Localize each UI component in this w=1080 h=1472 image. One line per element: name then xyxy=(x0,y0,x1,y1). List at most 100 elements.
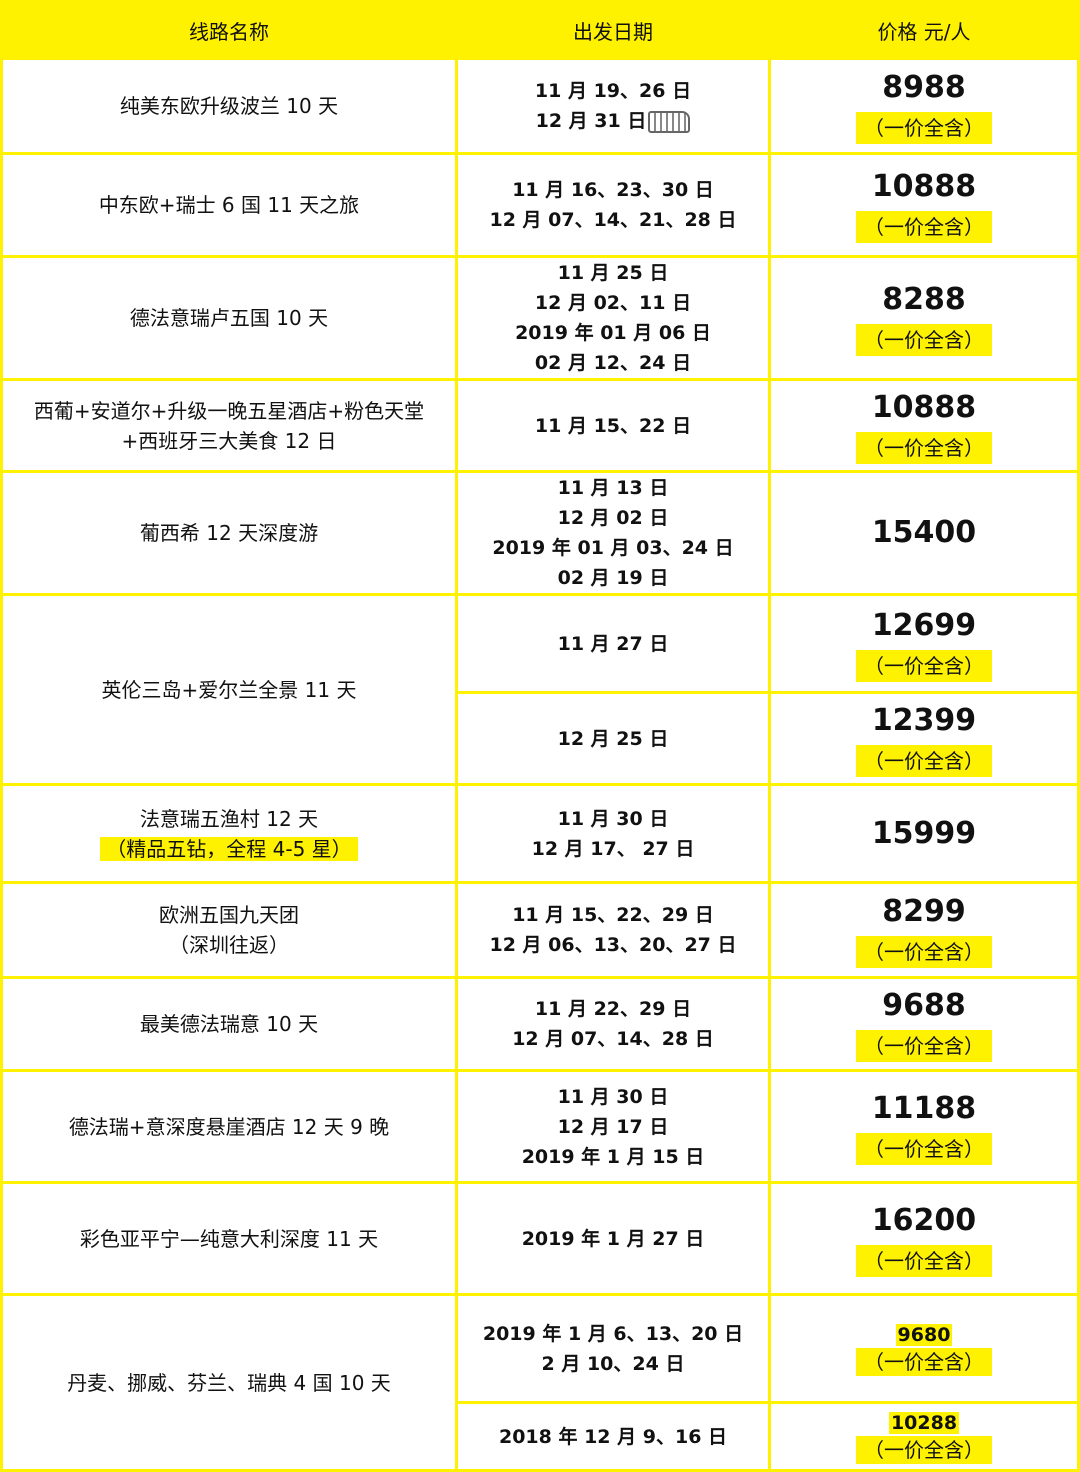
departure-date-text: 12 月 31 日 xyxy=(535,110,647,132)
price-value: 10288 xyxy=(771,1410,1077,1436)
route-name-line: 德法瑞+意深度悬崖酒店 12 天 9 晚 xyxy=(68,1114,390,1139)
departure-date-line: 2019 年 01 月 03、24 日 xyxy=(492,537,734,559)
table-row: 丹麦、挪威、芬兰、瑞典 4 国 10 天 2019 年 1 月 6、13、20 日… xyxy=(0,1293,1080,1472)
route-name-line: 西葡+安道尔+升级一晚五星酒店+粉色天堂 xyxy=(33,398,425,423)
departure-date-line: 12 月 17、 27 日 xyxy=(531,837,695,860)
departure-date-line: 11 月 27 日 xyxy=(557,632,669,655)
table-row: 欧洲五国九天团 （深圳往返） 11 月 15、22、29 日 12 月 06、13、2… xyxy=(0,881,1080,979)
route-name-cell: 彩色亚平宁—纯意大利深度 11 天 xyxy=(0,1181,458,1296)
price-note-wrap: （一价全含） xyxy=(771,108,1077,144)
departure-date-line: 11 月 22、29 日 xyxy=(534,998,692,1020)
header-price: 价格 元/人 xyxy=(768,0,1080,60)
table-row: 法意瑞五渔村 12 天 （精品五钻，全程 4-5 星） 11 月 30 日 12 月 … xyxy=(0,783,1080,884)
route-name-line: 丹麦、挪威、芬兰、瑞典 4 国 10 天 xyxy=(67,1370,391,1395)
table-row: 德法意瑞卢五国 10 天 11 月 25 日 12 月 02、11 日 2019 年 … xyxy=(0,255,1080,381)
table-row: 纯美东欧升级波兰 10 天 11 月 19、26 日 12 月 31 日 8988 （一… xyxy=(0,57,1080,155)
price-cell: 15999 xyxy=(768,783,1080,884)
departure-dates-cell: 12 月 25 日 xyxy=(455,691,771,786)
route-name-line: 纯美东欧升级波兰 10 天 xyxy=(119,94,339,118)
table-row: 彩色亚平宁—纯意大利深度 11 天 2019 年 1 月 27 日 16200 （一价… xyxy=(0,1181,1080,1296)
price-cell: 12399 （一价全含） xyxy=(768,691,1080,786)
departure-date-line: 2 月 10、24 日 xyxy=(541,1352,685,1375)
departure-dates-cell: 11 月 30 日 12 月 17、 27 日 xyxy=(455,783,771,884)
departure-dates-cell: 11 月 27 日 xyxy=(455,593,771,694)
price-value: 8288 xyxy=(882,282,966,317)
price-note-wrap: （一价全含） xyxy=(771,1026,1077,1062)
price-cell: 9680 （一价全含） xyxy=(768,1293,1080,1404)
bus-icon xyxy=(648,110,691,133)
departure-dates-cell: 11 月 16、23、30 日 12 月 07、14、21、28 日 xyxy=(455,152,771,258)
departure-date-line: 11 月 16、23、30 日 xyxy=(512,179,714,201)
table-row: 最美德法瑞意 10 天 11 月 22、29 日 12 月 07、14、28 日 96… xyxy=(0,976,1080,1072)
departure-date-line: 02 月 19 日 xyxy=(557,567,669,589)
departure-date-line: 2019 年 1 月 6、13、20 日 xyxy=(482,1322,744,1345)
price-cell: 15400 xyxy=(768,470,1080,596)
departure-date-line: 11 月 19、26 日 xyxy=(534,80,692,102)
departure-date-line: 12 月 02 日 xyxy=(557,507,669,529)
price-note-wrap: （一价全含） xyxy=(771,207,1077,243)
departure-date-line: 12 月 07、14、28 日 xyxy=(512,1028,714,1050)
price-value: 11188 xyxy=(871,1090,977,1126)
price-note-wrap: （一价全含） xyxy=(771,1241,1077,1277)
price-note-wrap: （一价全含） xyxy=(771,1435,1077,1464)
price-value: 10888 xyxy=(871,169,977,204)
route-name-line: 法意瑞五渔村 12 天 xyxy=(139,806,319,831)
header-route: 线路名称 xyxy=(0,0,458,60)
price-note-wrap: （一价全含） xyxy=(771,1347,1077,1376)
route-name-cell: 中东欧+瑞士 6 国 11 天之旅 xyxy=(0,152,458,258)
all-inclusive-badge: （一价全含） xyxy=(856,431,992,464)
departure-dates-cell: 11 月 15、22 日 xyxy=(455,378,771,473)
departure-date-line: 11 月 13 日 xyxy=(557,477,669,499)
price-cell: 8988 （一价全含） xyxy=(768,57,1080,155)
route-name-cell: 法意瑞五渔村 12 天 （精品五钻，全程 4-5 星） xyxy=(0,783,458,884)
departure-dates-cell: 2019 年 1 月 27 日 xyxy=(455,1181,771,1296)
departure-date-line: 11 月 15、22 日 xyxy=(534,414,692,437)
departure-date-line: 11 月 30 日 xyxy=(557,807,669,830)
departure-dates-cell: 11 月 30 日 12 月 17 日 2019 年 1 月 15 日 xyxy=(455,1069,771,1184)
route-name-highlight-line: （精品五钻，全程 4-5 星） xyxy=(3,834,455,864)
departure-dates-cell: 11 月 25 日 12 月 02、11 日 2019 年 01 月 06 日 02 … xyxy=(455,255,771,381)
route-name-line: 德法意瑞卢五国 10 天 xyxy=(129,306,329,330)
departure-date-line: 11 月 25 日 xyxy=(557,262,669,284)
price-note-wrap: （一价全含） xyxy=(771,320,1077,356)
price-cell: 10888 （一价全含） xyxy=(768,152,1080,258)
price-value: 10888 xyxy=(871,389,977,425)
price-cell: 10288 （一价全含） xyxy=(768,1401,1080,1472)
price-value: 15999 xyxy=(871,815,977,851)
price-cell: 8299 （一价全含） xyxy=(768,881,1080,979)
departure-date-line: 2019 年 01 月 06 日 xyxy=(515,322,711,344)
route-name-line: +西班牙三大美食 12 日 xyxy=(121,428,337,453)
route-name-line: 彩色亚平宁—纯意大利深度 11 天 xyxy=(79,1226,379,1251)
table-row: 英伦三岛+爱尔兰全景 11 天 11 月 27 日 12699 （一价全含） xyxy=(0,593,1080,786)
price-value: 8988 xyxy=(882,70,966,105)
departure-dates-cell: 2018 年 12 月 9、16 日 xyxy=(455,1401,771,1472)
price-value: 9680 xyxy=(771,1322,1077,1348)
price-cell: 16200 （一价全含） xyxy=(768,1181,1080,1296)
departure-dates-cell: 11 月 22、29 日 12 月 07、14、28 日 xyxy=(455,976,771,1072)
table-row: 2018 年 12 月 9、16 日 10288 （一价全含） xyxy=(2,1401,1080,1472)
price-number: 9680 xyxy=(895,1323,953,1346)
route-name-cell: 西葡+安道尔+升级一晚五星酒店+粉色天堂 +西班牙三大美食 12 日 xyxy=(0,378,458,473)
all-inclusive-badge: （一价全含） xyxy=(856,1435,992,1464)
price-value: 12399 xyxy=(871,702,977,738)
table-row: 12 月 25 日 12399 （一价全含） xyxy=(2,691,1080,786)
price-value: 12699 xyxy=(871,607,977,643)
all-inclusive-badge: （一价全含） xyxy=(856,112,992,144)
all-inclusive-badge: （一价全含） xyxy=(856,936,992,968)
price-note-wrap: （一价全含） xyxy=(771,741,1077,777)
route-name-line: 最美德法瑞意 10 天 xyxy=(139,1012,319,1036)
route-name-line: 葡西希 12 天深度游 xyxy=(139,521,319,545)
price-value: 8299 xyxy=(882,894,966,929)
departure-date-line: 12 月 17 日 xyxy=(557,1115,669,1138)
price-note-wrap: （一价全含） xyxy=(771,428,1077,464)
route-name-cell: 德法意瑞卢五国 10 天 xyxy=(0,255,458,381)
all-inclusive-badge: （一价全含） xyxy=(856,211,992,243)
header-date: 出发日期 xyxy=(455,0,771,60)
price-cell: 9688 （一价全含） xyxy=(768,976,1080,1072)
route-name-cell: 欧洲五国九天团 （深圳往返） xyxy=(0,881,458,979)
price-note-wrap: （一价全含） xyxy=(771,646,1077,682)
departure-date-line: 2019 年 1 月 15 日 xyxy=(521,1145,705,1168)
price-value: 9688 xyxy=(882,988,966,1023)
departure-date-line: 11 月 15、22、29 日 xyxy=(512,904,714,926)
